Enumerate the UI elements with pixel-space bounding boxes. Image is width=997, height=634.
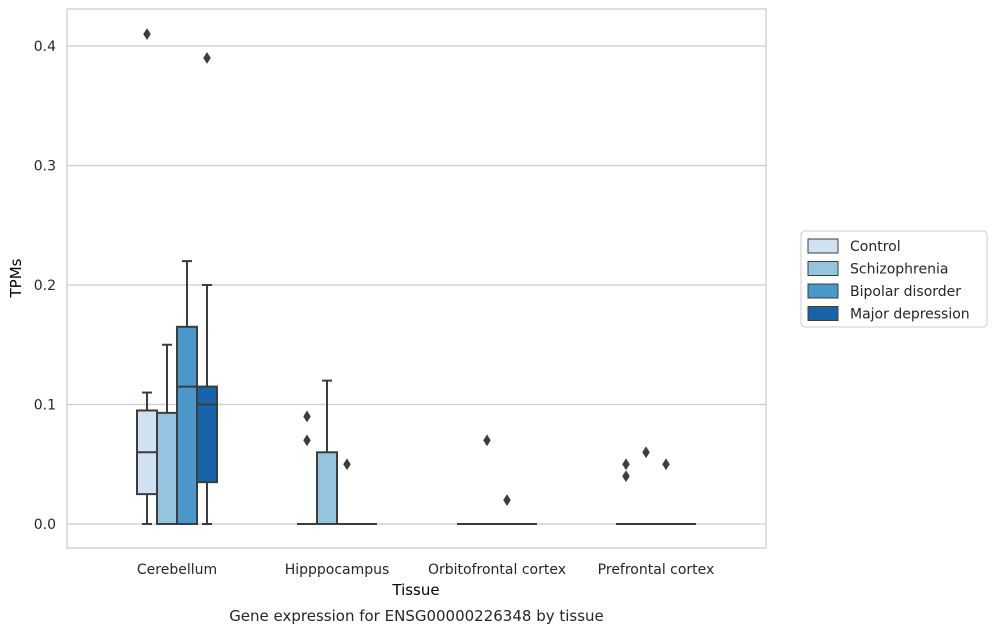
box-bipolar-disorder: [337, 458, 357, 525]
plot-frame: [66, 8, 767, 549]
box-schizophrenia: [636, 446, 656, 525]
legend-label: Schizophrenia: [850, 262, 948, 278]
y-axis-label: TPMs: [7, 258, 25, 298]
legend-swatch: [807, 238, 839, 254]
legend-label: Control: [850, 239, 901, 255]
y-tick-label: 0.1: [34, 398, 56, 414]
box-iqr: [196, 385, 218, 484]
y-axis-ticks: 0.0 0.1 0.2 0.3 0.4: [34, 39, 56, 533]
x-tick-label: Cerebellum: [137, 562, 217, 578]
outlier-point: [642, 446, 650, 459]
outlier-point: [622, 470, 630, 483]
box-major-depression: [196, 51, 218, 525]
box-control: [297, 410, 317, 525]
box-bipolar-disorder: [656, 458, 676, 525]
legend-swatch: [807, 261, 839, 276]
outlier-point: [303, 410, 311, 423]
box-bipolar-disorder: [176, 260, 198, 526]
outlier-point: [203, 51, 211, 64]
box-control: [616, 458, 636, 525]
box-iqr: [176, 325, 198, 526]
y-tick-label: 0.3: [34, 159, 56, 175]
y-tick-label: 0.0: [34, 517, 56, 533]
chart-caption: Gene expression for ENSG00000226348 by t…: [229, 607, 604, 625]
legend-label: Major depression: [850, 307, 970, 323]
outlier-point: [503, 494, 511, 507]
box-iqr: [316, 451, 338, 525]
outlier-point: [143, 28, 151, 41]
box-control: [136, 28, 158, 525]
outlier-point: [483, 434, 491, 447]
outlier-point: [303, 434, 311, 447]
x-axis-label: Tissue: [391, 581, 439, 599]
legend-swatch: [807, 283, 839, 299]
legend: Control Schizophrenia Bipolar disorder Majo…: [800, 230, 988, 328]
box-bipolar-disorder: [497, 494, 517, 525]
outlier-point: [662, 458, 670, 471]
y-tick-label: 0.2: [34, 278, 56, 294]
box-schizophrenia: [477, 434, 497, 525]
legend-label: Bipolar disorder: [850, 284, 961, 300]
x-tick-label: Hipppocampus: [285, 562, 390, 578]
y-tick-label: 0.4: [34, 39, 56, 55]
x-axis-ticks: Cerebellum Hipppocampus Orbitofrontal cort…: [137, 562, 714, 578]
x-tick-label: Orbitofrontal cortex: [428, 562, 566, 578]
box-schizophrenia: [156, 343, 178, 525]
legend-swatch: [807, 306, 839, 321]
x-tick-label: Prefrontal cortex: [598, 562, 715, 578]
box-schizophrenia: [316, 379, 338, 525]
outlier-point: [343, 458, 351, 471]
box-iqr: [156, 411, 178, 525]
legend-frame: [800, 230, 988, 328]
outlier-point: [622, 458, 630, 471]
box-series: [136, 28, 696, 526]
